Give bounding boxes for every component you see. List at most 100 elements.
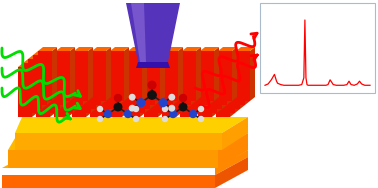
Polygon shape [128, 51, 142, 101]
Polygon shape [100, 59, 114, 109]
Circle shape [133, 117, 138, 121]
Polygon shape [55, 59, 60, 113]
Polygon shape [163, 59, 168, 113]
Polygon shape [41, 59, 60, 63]
Polygon shape [236, 51, 250, 101]
Polygon shape [60, 55, 65, 109]
Polygon shape [113, 59, 132, 63]
Polygon shape [118, 55, 137, 59]
Polygon shape [240, 55, 245, 109]
Polygon shape [2, 175, 215, 188]
Polygon shape [82, 55, 101, 59]
Polygon shape [217, 59, 222, 113]
Polygon shape [190, 59, 204, 109]
Polygon shape [172, 55, 191, 59]
Polygon shape [215, 157, 248, 188]
Circle shape [163, 117, 167, 121]
Polygon shape [128, 47, 147, 51]
Polygon shape [215, 150, 248, 175]
Polygon shape [181, 59, 186, 113]
Polygon shape [15, 117, 248, 133]
Polygon shape [191, 51, 196, 105]
Polygon shape [106, 47, 111, 101]
Circle shape [129, 105, 135, 111]
Polygon shape [73, 59, 78, 113]
Polygon shape [78, 55, 83, 109]
Polygon shape [90, 67, 104, 117]
Polygon shape [136, 62, 170, 68]
Polygon shape [149, 63, 163, 113]
Polygon shape [198, 67, 212, 117]
Polygon shape [136, 55, 155, 59]
Polygon shape [222, 55, 227, 109]
Polygon shape [15, 133, 222, 150]
Polygon shape [158, 63, 163, 117]
Polygon shape [51, 55, 65, 105]
Polygon shape [198, 63, 217, 67]
Polygon shape [110, 51, 124, 101]
Polygon shape [37, 59, 42, 113]
Polygon shape [150, 55, 155, 109]
Polygon shape [87, 51, 106, 55]
Polygon shape [203, 59, 222, 63]
Polygon shape [46, 59, 60, 109]
Polygon shape [92, 51, 106, 101]
Polygon shape [119, 51, 124, 105]
Polygon shape [59, 59, 78, 63]
Polygon shape [110, 47, 129, 51]
Polygon shape [180, 67, 194, 117]
Polygon shape [208, 55, 227, 59]
Polygon shape [146, 47, 165, 51]
Polygon shape [213, 51, 232, 55]
Polygon shape [227, 51, 232, 105]
Polygon shape [96, 55, 101, 109]
Polygon shape [105, 55, 119, 105]
Polygon shape [47, 51, 52, 105]
Polygon shape [146, 51, 160, 101]
Circle shape [148, 91, 156, 99]
Polygon shape [199, 59, 204, 113]
Polygon shape [155, 51, 160, 105]
Polygon shape [101, 51, 106, 105]
Polygon shape [105, 51, 124, 55]
Polygon shape [131, 59, 150, 63]
Polygon shape [95, 59, 114, 63]
Polygon shape [91, 59, 96, 113]
Polygon shape [83, 51, 88, 105]
Polygon shape [231, 55, 245, 105]
Polygon shape [114, 55, 119, 109]
Circle shape [159, 99, 167, 107]
Polygon shape [122, 63, 127, 117]
Polygon shape [109, 59, 114, 113]
Polygon shape [124, 47, 129, 101]
Polygon shape [162, 63, 181, 67]
Polygon shape [95, 63, 109, 113]
Circle shape [98, 106, 102, 111]
Circle shape [198, 106, 203, 111]
Polygon shape [42, 55, 47, 109]
Polygon shape [64, 59, 78, 109]
Polygon shape [232, 47, 237, 101]
Circle shape [169, 105, 175, 111]
Polygon shape [140, 63, 145, 117]
Polygon shape [28, 59, 42, 109]
Polygon shape [159, 51, 178, 55]
Polygon shape [226, 59, 240, 109]
Polygon shape [159, 55, 173, 105]
Polygon shape [32, 63, 37, 117]
Polygon shape [204, 55, 209, 109]
Polygon shape [149, 59, 168, 63]
Polygon shape [185, 63, 199, 113]
Circle shape [180, 95, 186, 102]
Polygon shape [86, 63, 91, 117]
Circle shape [115, 95, 121, 102]
Polygon shape [65, 51, 70, 105]
Polygon shape [216, 67, 230, 117]
Polygon shape [208, 59, 222, 109]
Polygon shape [209, 51, 214, 105]
Circle shape [124, 111, 132, 118]
Polygon shape [212, 63, 217, 117]
Circle shape [169, 111, 177, 118]
Polygon shape [230, 63, 235, 117]
Polygon shape [194, 63, 199, 117]
